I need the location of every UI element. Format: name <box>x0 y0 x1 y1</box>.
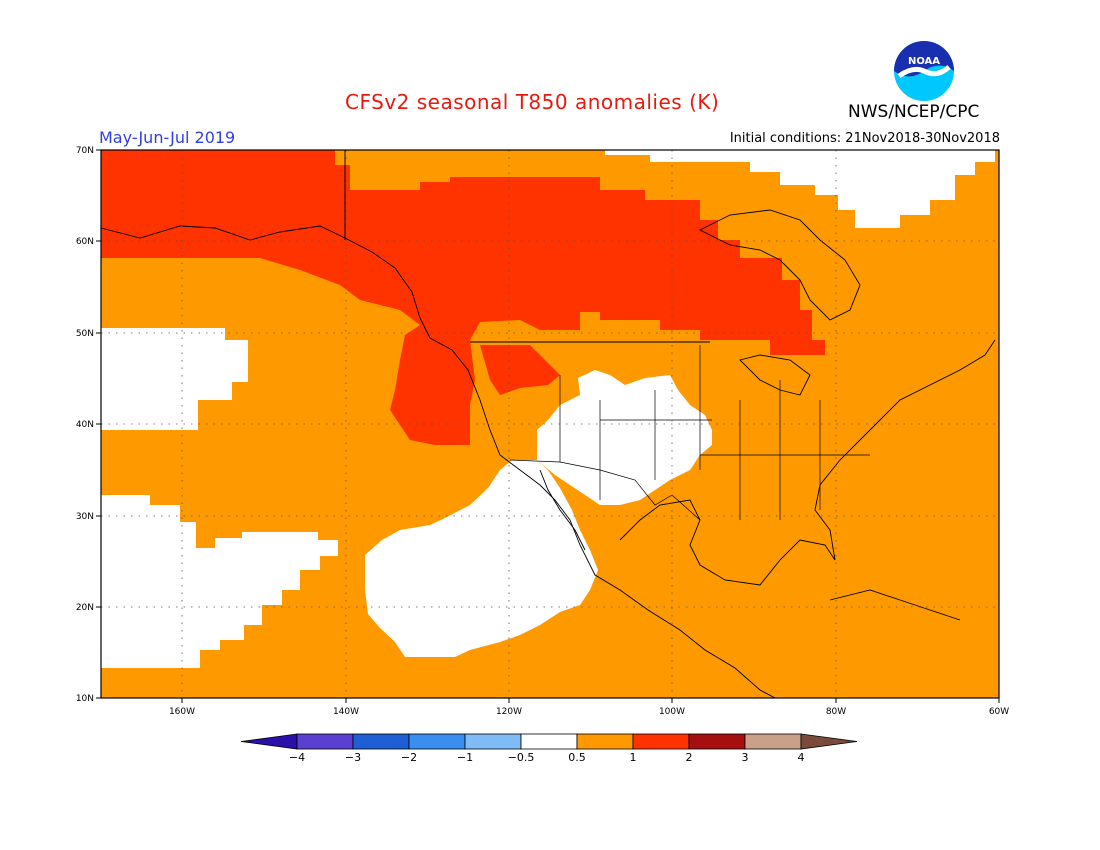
lat-label-40n: 40N <box>76 420 94 430</box>
colorbar-tick-label: −3 <box>345 751 361 764</box>
coastlines <box>100 150 996 699</box>
colorbar-swatch <box>464 733 522 750</box>
lat-label-70n: 70N <box>76 146 94 156</box>
lon-label-100w: 100W <box>659 707 685 717</box>
initial-conditions: Initial conditions: 21Nov2018-30Nov2018 <box>729 131 1000 146</box>
anomaly-red-alaska-canada <box>101 150 825 445</box>
colorbar-swatch <box>688 733 746 750</box>
lon-label-60w: 60W <box>989 707 1009 717</box>
lon-label-160w: 160W <box>169 707 195 717</box>
anomaly-white-arctic <box>605 150 995 228</box>
lat-label-20n: 20N <box>76 603 94 613</box>
axis-ticks <box>96 149 1000 703</box>
noaa-logo: NOAA <box>894 41 954 101</box>
map-frame <box>100 149 1000 699</box>
latitude-labels: 70N 60N 50N 40N 30N 20N 10N <box>76 146 94 704</box>
colorbar-tick-label: 1 <box>630 751 637 764</box>
colorbar-swatch <box>744 733 802 750</box>
colorbar-tick-label: −1 <box>457 751 473 764</box>
colorbar-tick-label: 2 <box>686 751 693 764</box>
colorbar-arrow-low <box>240 733 298 750</box>
lat-label-30n: 30N <box>76 512 94 522</box>
colorbar: −4 −3 −2 −1 −0.5 0.5 1 2 3 4 <box>240 733 858 764</box>
anomaly-white-southwest-us <box>537 370 712 505</box>
colorbar-swatch <box>576 733 634 750</box>
anomaly-field-base <box>101 150 999 698</box>
lon-label-120w: 120W <box>496 707 522 717</box>
colorbar-tick-label: −2 <box>401 751 417 764</box>
colorbar-swatch <box>352 733 410 750</box>
colorbar-swatch <box>520 733 578 750</box>
lat-lon-grid <box>101 150 999 698</box>
lat-label-10n: 10N <box>76 694 94 704</box>
colorbar-tick-label: 4 <box>798 751 805 764</box>
anomaly-white-centralpacific <box>101 495 338 668</box>
colorbar-tick-label: −0.5 <box>508 751 535 764</box>
colorbar-swatch <box>632 733 690 750</box>
agency-label: NWS/NCEP/CPC <box>848 102 980 122</box>
colorbar-tick-label: 0.5 <box>568 751 586 764</box>
logo-text: NOAA <box>908 56 940 67</box>
chart-title: CFSv2 seasonal T850 anomalies (K) <box>345 90 720 114</box>
colorbar-tick-label: 3 <box>742 751 749 764</box>
lat-label-50n: 50N <box>76 329 94 339</box>
forecast-period: May-Jun-Jul 2019 <box>99 128 236 147</box>
colorbar-tick-label: −4 <box>289 751 305 764</box>
anomaly-white-eastpacific <box>365 460 598 657</box>
lon-label-140w: 140W <box>333 707 359 717</box>
colorbar-swatch <box>408 733 466 750</box>
anomaly-red-pnw <box>480 345 560 395</box>
lat-label-60n: 60N <box>76 237 94 247</box>
political-borders <box>509 345 870 521</box>
colorbar-swatch <box>296 733 354 750</box>
colorbar-arrow-high <box>800 733 858 750</box>
lon-label-80w: 80W <box>826 707 846 717</box>
anomaly-white-northpacific <box>101 328 248 430</box>
longitude-labels: 160W 140W 120W 100W 80W 60W <box>169 707 1009 717</box>
